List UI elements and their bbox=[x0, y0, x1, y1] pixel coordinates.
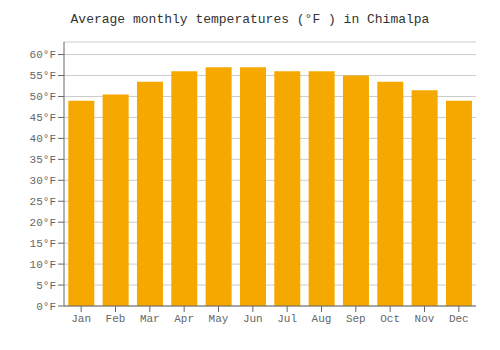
svg-text:Mar: Mar bbox=[140, 313, 160, 325]
svg-text:0°F: 0°F bbox=[36, 301, 56, 313]
svg-text:5°F: 5°F bbox=[36, 280, 56, 292]
svg-text:Dec: Dec bbox=[449, 313, 469, 325]
svg-text:Jul: Jul bbox=[277, 313, 297, 325]
svg-text:60°F: 60°F bbox=[30, 49, 56, 61]
svg-text:Jun: Jun bbox=[243, 313, 263, 325]
svg-text:Oct: Oct bbox=[380, 313, 400, 325]
svg-text:Sep: Sep bbox=[346, 313, 366, 325]
svg-text:Aug: Aug bbox=[312, 313, 332, 325]
svg-text:35°F: 35°F bbox=[30, 154, 56, 166]
svg-text:20°F: 20°F bbox=[30, 217, 56, 229]
svg-text:Feb: Feb bbox=[106, 313, 126, 325]
svg-text:50°F: 50°F bbox=[30, 91, 56, 103]
svg-text:30°F: 30°F bbox=[30, 175, 56, 187]
svg-text:10°F: 10°F bbox=[30, 259, 56, 271]
svg-text:Apr: Apr bbox=[174, 313, 194, 325]
svg-text:25°F: 25°F bbox=[30, 196, 56, 208]
svg-text:Nov: Nov bbox=[415, 313, 435, 325]
svg-text:May: May bbox=[209, 313, 229, 325]
svg-text:Jan: Jan bbox=[71, 313, 91, 325]
html-text:Average monthly temperatures (: Average monthly temperatures (°F ) in Ch… bbox=[70, 12, 430, 27]
svg-text:55°F: 55°F bbox=[30, 70, 56, 82]
svg-text:15°F: 15°F bbox=[30, 238, 56, 250]
svg-text:40°F: 40°F bbox=[30, 133, 56, 145]
svg-text:45°F: 45°F bbox=[30, 112, 56, 124]
